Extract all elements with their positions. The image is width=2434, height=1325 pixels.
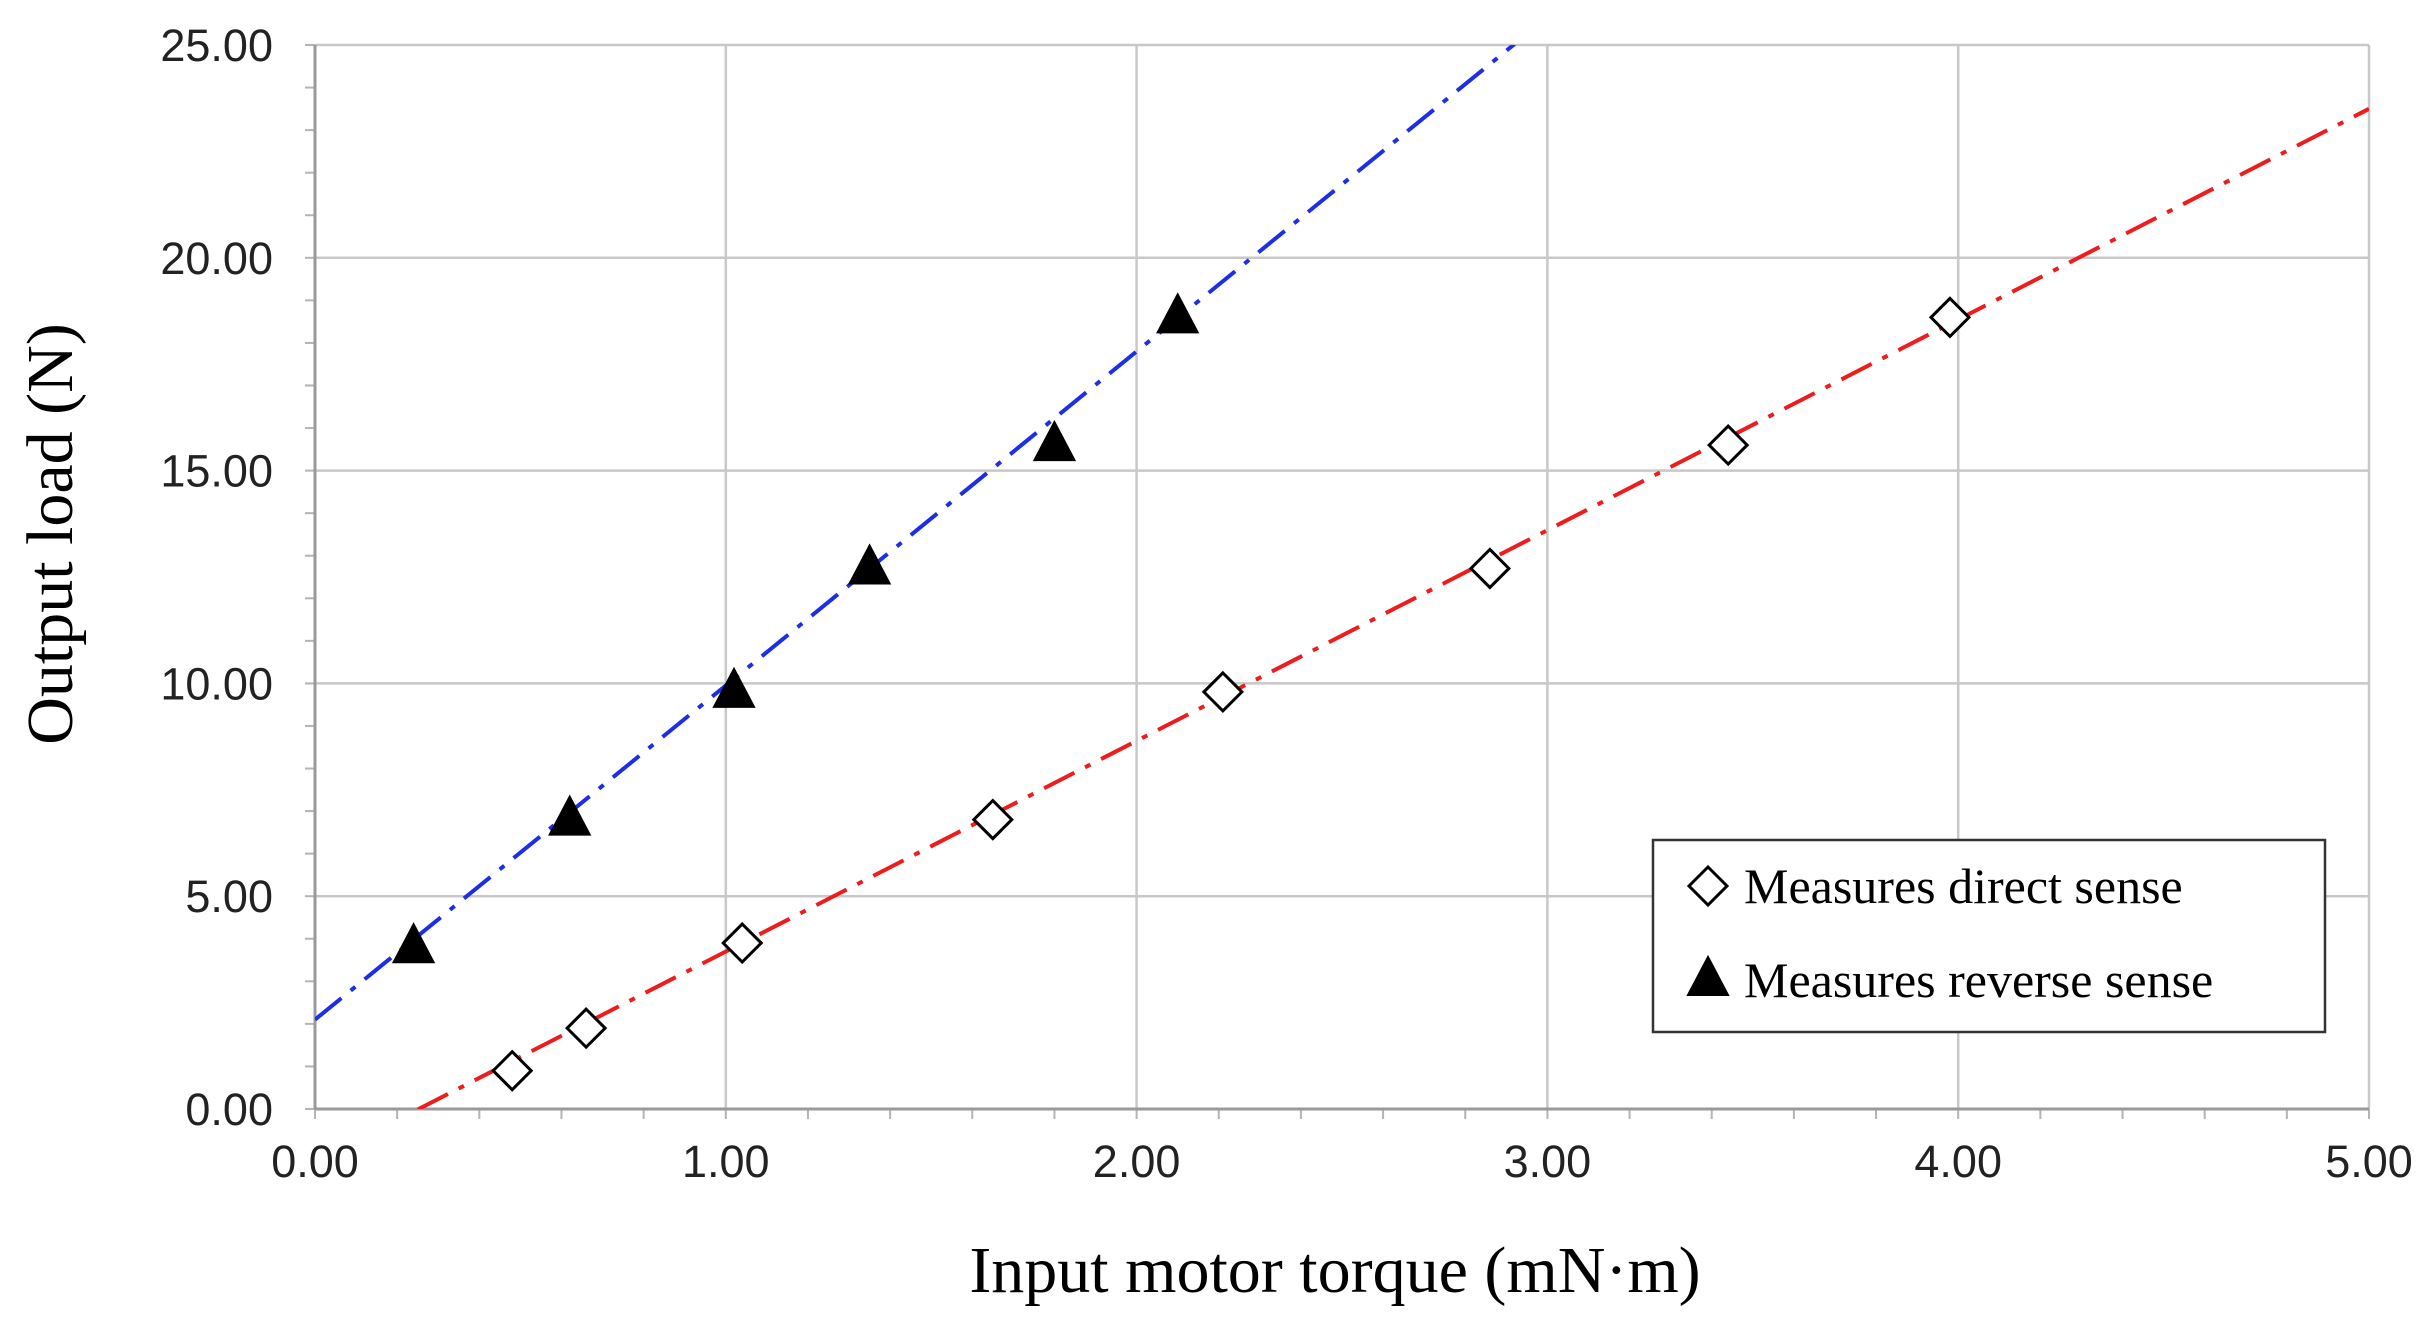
x-tick-label: 2.00 (1093, 1136, 1181, 1187)
y-tick-label: 5.00 (185, 871, 273, 922)
x-tick-label: 4.00 (1914, 1136, 2002, 1187)
data-point-reverse (847, 543, 892, 585)
data-points (391, 292, 1972, 1092)
data-point-direct (721, 921, 764, 965)
trendline-direct (416, 107, 2369, 1109)
legend-marker-reverse (1686, 954, 1730, 996)
data-point-reverse (712, 666, 756, 708)
y-tick-label: 20.00 (160, 233, 273, 284)
legend-label-reverse: Measures reverse sense (1744, 952, 2213, 1008)
data-point-reverse (1032, 419, 1077, 462)
y-tick-label: 25.00 (160, 20, 273, 71)
trendline-reverse (315, 45, 1516, 1022)
legend-box (1651, 838, 2327, 1034)
data-point-direct (1928, 296, 1972, 339)
x-tick-label: 1.00 (682, 1136, 770, 1187)
x-axis-title: Input motor torque (mN·m) (969, 1234, 1700, 1307)
trendlines (315, 45, 2369, 1109)
data-point-reverse (1156, 292, 1200, 334)
x-tick-label: 3.00 (1504, 1136, 1592, 1187)
tick-labels: 0.00 1.00 2.00 3.00 4.00 5.00 0.00 5.00 10.00 15.… (160, 20, 2412, 1187)
data-point-direct (1468, 547, 1512, 590)
x-tick-label: 0.00 (271, 1136, 359, 1187)
gridlines (315, 43, 2371, 1109)
y-tick-label: 10.00 (160, 658, 273, 709)
data-point-direct (491, 1049, 534, 1092)
data-point-direct (971, 798, 1014, 841)
data-point-direct (1201, 670, 1244, 714)
data-point-direct (565, 1007, 608, 1050)
data-point-reverse (548, 794, 592, 836)
y-tick-label: 15.00 (160, 446, 273, 497)
y-tick-label: 0.00 (185, 1084, 273, 1135)
data-point-direct (1707, 423, 1750, 467)
x-tick-label: 5.00 (2325, 1136, 2413, 1187)
legend-items: Measures direct sense Measures reverse se… (1686, 858, 2213, 1008)
y-axis-title: Output load (N) (14, 323, 87, 745)
legend-label-direct: Measures direct sense (1744, 858, 2183, 914)
axes (305, 44, 2370, 1119)
legend: Measures direct sense Measures reverse se… (1651, 838, 2327, 1034)
data-point-reverse (391, 922, 436, 964)
legend-marker-direct (1686, 864, 1730, 908)
